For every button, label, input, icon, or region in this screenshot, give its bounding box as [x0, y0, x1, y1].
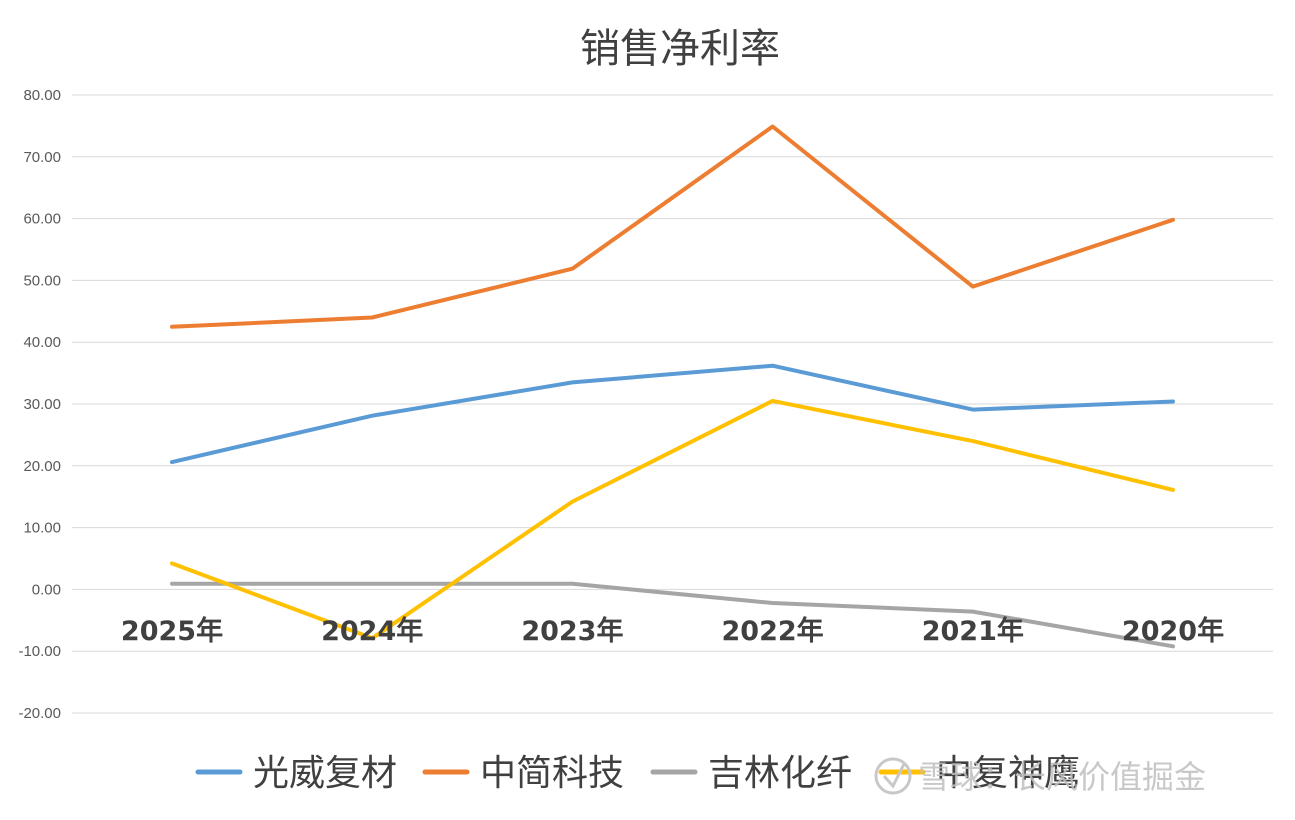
y-tick-label: 50.00	[23, 272, 61, 289]
legend-label-3: 吉林化纤	[708, 753, 852, 794]
y-tick-label: 30.00	[23, 396, 61, 413]
snowball-logo-icon	[874, 757, 912, 795]
y-tick-label: 80.00	[23, 87, 61, 104]
y-tick-label: -20.00	[18, 705, 61, 722]
snowball-logo-check-icon	[882, 763, 906, 789]
watermark-text: 雪球：长风价值掘金	[918, 758, 1206, 796]
x-tick-label: 2020年	[1122, 615, 1224, 647]
y-tick-label: 70.00	[23, 149, 61, 166]
series-line-2	[170, 124, 1175, 329]
legend: 光威复材 中简科技 吉林化纤 中复神鹰	[195, 753, 1080, 794]
x-tick-label: 2024年	[321, 615, 423, 647]
watermark: 雪球：长风价值掘金	[874, 757, 1206, 796]
x-tick-label: 2025年	[121, 615, 223, 647]
y-tick-label: 40.00	[23, 334, 61, 351]
series-lines	[170, 124, 1175, 649]
y-tick-label: 10.00	[23, 520, 61, 537]
y-tick-label: -10.00	[18, 643, 61, 660]
y-tick-label: 20.00	[23, 458, 61, 475]
legend-label-2: 中简科技	[480, 753, 624, 794]
y-tick-label: 0.00	[32, 581, 61, 598]
chart-title: 销售净利率	[580, 26, 780, 72]
x-tick-label: 2022年	[722, 615, 824, 647]
y-tick-label: 60.00	[23, 211, 61, 228]
x-tick-label: 2023年	[521, 615, 623, 647]
series-line-1	[170, 363, 1175, 465]
x-tick-label: 2021年	[922, 615, 1024, 647]
y-axis-tick-labels: -20.00 -10.00 0.00 10.00 20.00 30.00 40.00 50.0…	[18, 87, 61, 722]
gridlines	[72, 94, 1273, 714]
legend-label-1: 光威复材	[253, 753, 397, 794]
x-axis-tick-labels: 2025年 2024年 2023年 2022年 2021年 2020年	[121, 615, 1224, 647]
series-line-3	[170, 581, 1175, 649]
legend-label-4: 中复神鹰	[936, 753, 1080, 794]
series-line-4	[170, 398, 1175, 641]
